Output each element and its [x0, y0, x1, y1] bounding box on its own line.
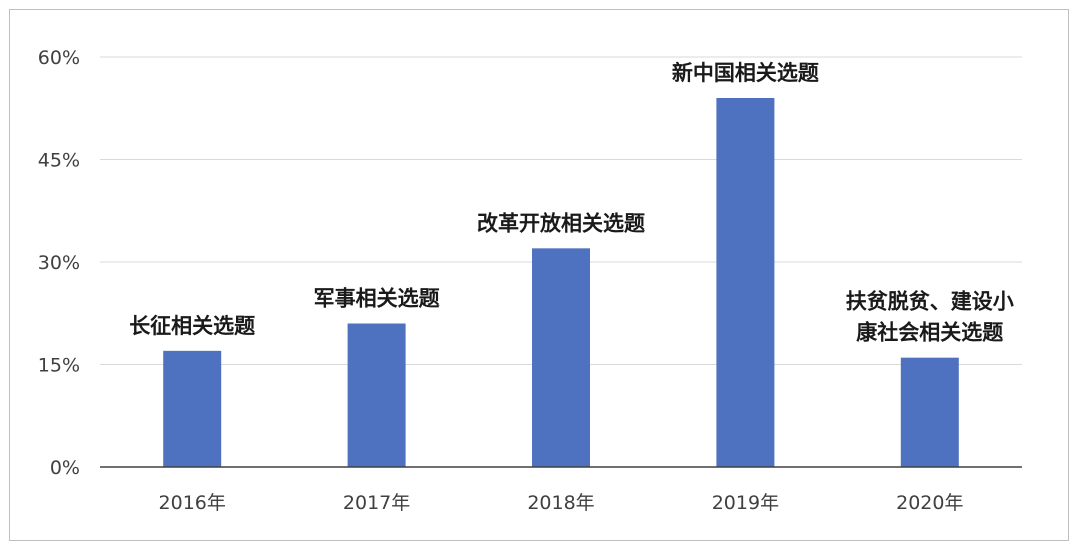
data-label: 新中国相关选题	[672, 61, 820, 85]
bar	[532, 248, 590, 467]
bar	[716, 98, 775, 467]
x-tick-label: 2017年	[343, 492, 410, 514]
data-label: 改革开放相关选题	[477, 211, 646, 235]
y-tick-label: 15%	[38, 355, 80, 377]
y-tick-label: 45%	[38, 150, 80, 172]
bar	[900, 357, 959, 467]
x-tick-label: 2018年	[527, 492, 594, 514]
data-label: 军事相关选题	[314, 287, 441, 311]
y-axis-ticks: 0% 15% 30% 45% 60%	[38, 47, 80, 479]
x-tick-label: 2019年	[712, 492, 779, 514]
x-tick-label: 2016年	[159, 492, 226, 514]
bar	[347, 323, 406, 467]
x-axis-ticks: 2016年 2017年 2018年 2019年 2020年	[159, 492, 964, 514]
data-labels: 长征相关选题 军事相关选题 改革开放相关选题 新中国相关选题扶贫脱贫、建设小康社会相关…	[129, 61, 1014, 345]
y-tick-label: 30%	[38, 252, 80, 274]
y-tick-label: 0%	[50, 457, 80, 479]
y-tick-label: 60%	[38, 47, 80, 69]
data-label: 康社会相关选题	[856, 321, 1004, 345]
bars	[163, 98, 959, 467]
data-label: 长征相关选题	[129, 314, 256, 338]
bar	[163, 350, 222, 467]
x-tick-label: 2020年	[896, 492, 963, 514]
data-label: 扶贫脱贫、建设小	[846, 290, 1014, 314]
